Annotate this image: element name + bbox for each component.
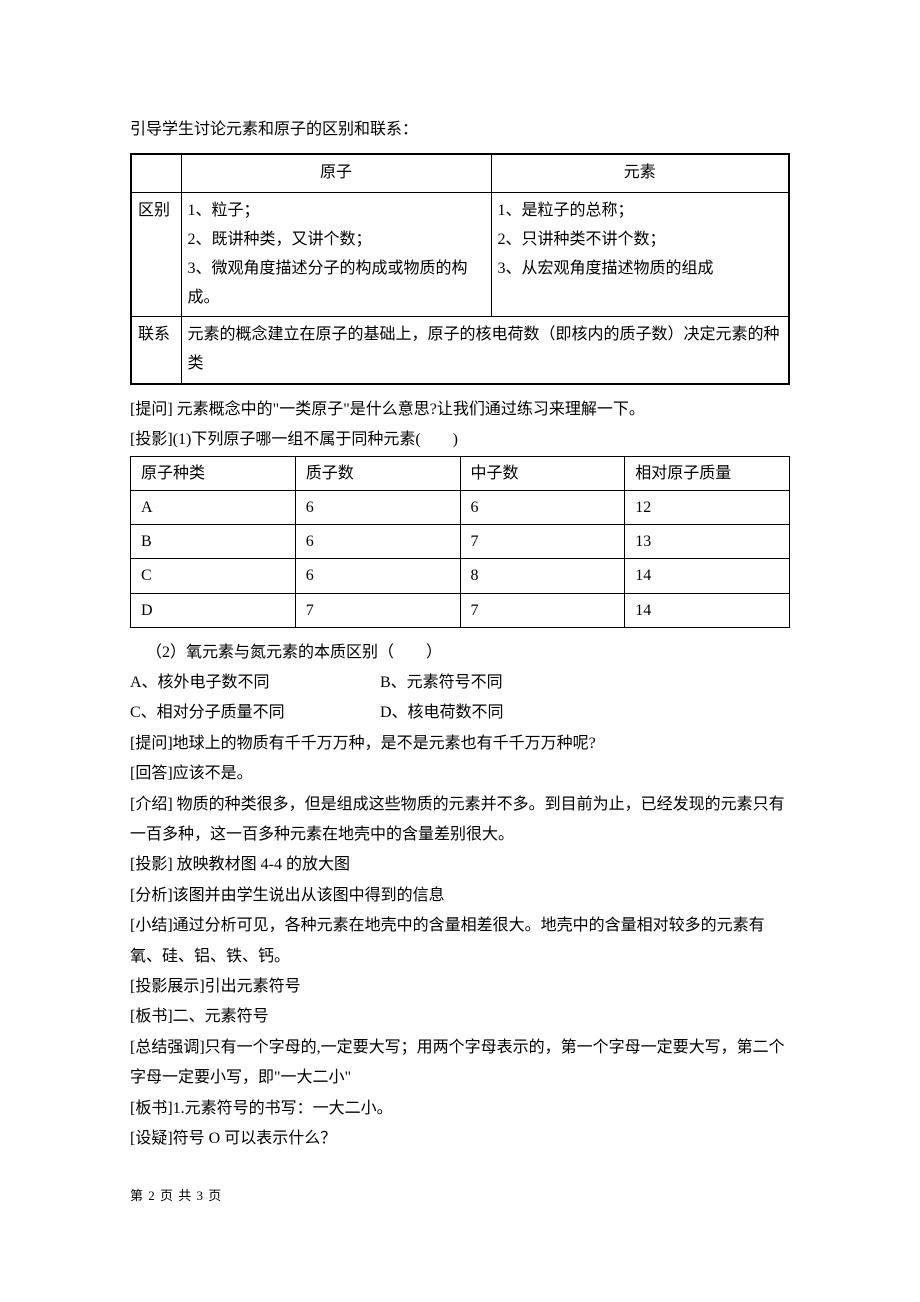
header-element: 元素 xyxy=(491,154,789,192)
cell: 6 xyxy=(295,525,460,559)
intro-text: 引导学生讨论元素和原子的区别和联系： xyxy=(130,115,790,145)
page-footer: 第 2 页 共 3 页 xyxy=(130,1184,790,1209)
col-neutron: 中子数 xyxy=(460,456,625,490)
table-row: 联系 元素的概念建立在原子的基础上，原子的核电荷数（即核内的质子数）决定元素的种… xyxy=(131,317,789,384)
col-proton: 质子数 xyxy=(295,456,460,490)
options-row1: A、核外电子数不同 B、元素符号不同 xyxy=(130,668,790,698)
cell: 14 xyxy=(625,559,790,593)
cell: 7 xyxy=(295,593,460,627)
body-line: [投影展示]引出元素符号 xyxy=(130,972,790,1002)
option-a: A、核外电子数不同 xyxy=(130,668,380,698)
table-header-row: 原子 元素 xyxy=(131,154,789,192)
atom-data-table: 原子种类 质子数 中子数 相对原子质量 A 6 6 12 B 6 7 13 C … xyxy=(130,456,790,628)
body-line: [提问]地球上的物质有千千万万种，是不是元素也有千千万万种呢? xyxy=(130,729,790,759)
cell: B xyxy=(131,525,296,559)
cell: D xyxy=(131,593,296,627)
table-row: 区别 1、粒子； 2、既讲种类，又讲个数； 3、微观角度描述分子的构成或物质的构… xyxy=(131,193,789,317)
question-2: [投影](1)下列原子哪一组不属于同种元素( ) xyxy=(130,425,790,455)
option-c: C、相对分子质量不同 xyxy=(130,698,380,728)
table-row: B 6 7 13 xyxy=(131,525,790,559)
body-line: [板书]二、元素符号 xyxy=(130,1002,790,1032)
body-line: [回答]应该不是。 xyxy=(130,759,790,789)
cell: A xyxy=(131,490,296,524)
table-row: C 6 8 14 xyxy=(131,559,790,593)
cell: 13 xyxy=(625,525,790,559)
diff-label: 区别 xyxy=(131,193,181,317)
option-d: D、核电荷数不同 xyxy=(380,698,504,728)
cell: 6 xyxy=(295,559,460,593)
table-header-row: 原子种类 质子数 中子数 相对原子质量 xyxy=(131,456,790,490)
header-blank xyxy=(131,154,181,192)
rel-label: 联系 xyxy=(131,317,181,384)
cell: 6 xyxy=(460,490,625,524)
options-row2: C、相对分子质量不同 D、核电荷数不同 xyxy=(130,698,790,728)
cell: 7 xyxy=(460,593,625,627)
diff-element: 1、是粒子的总称； 2、只讲种类不讲个数； 3、从宏观角度描述物质的组成 xyxy=(491,193,789,317)
cell: 6 xyxy=(295,490,460,524)
col-kind: 原子种类 xyxy=(131,456,296,490)
question-1: [提问] 元素概念中的"一类原子"是什么意思?让我们通过练习来理解一下。 xyxy=(130,395,790,425)
rel-content: 元素的概念建立在原子的基础上，原子的核电荷数（即核内的质子数）决定元素的种类 xyxy=(181,317,789,384)
cell: 14 xyxy=(625,593,790,627)
body-line: [分析]该图并由学生说出从该图中得到的信息 xyxy=(130,881,790,911)
body-line: [介绍] 物质的种类很多，但是组成这些物质的元素并不多。到目前为止，已经发现的元… xyxy=(130,790,790,851)
col-mass: 相对原子质量 xyxy=(625,456,790,490)
diff-atom: 1、粒子； 2、既讲种类，又讲个数； 3、微观角度描述分子的构成或物质的构成。 xyxy=(181,193,491,317)
body-line: [总结强调]只有一个字母的,一定要大写；用两个字母表示的，第一个字母一定要大写，… xyxy=(130,1033,790,1094)
table-row: A 6 6 12 xyxy=(131,490,790,524)
cell: 8 xyxy=(460,559,625,593)
cell: 12 xyxy=(625,490,790,524)
header-atom: 原子 xyxy=(181,154,491,192)
question-3: （2）氧元素与氮元素的本质区别（ ） xyxy=(130,638,790,668)
cell: 7 xyxy=(460,525,625,559)
body-line: [设疑]符号 O 可以表示什么？ xyxy=(130,1124,790,1154)
option-b: B、元素符号不同 xyxy=(380,668,503,698)
body-line: [投影] 放映教材图 4-4 的放大图 xyxy=(130,850,790,880)
body-line: [板书]1.元素符号的书写：一大二小。 xyxy=(130,1094,790,1124)
table-row: D 7 7 14 xyxy=(131,593,790,627)
cell: C xyxy=(131,559,296,593)
body-line: [小结]通过分析可见，各种元素在地壳中的含量相差很大。地壳中的含量相对较多的元素… xyxy=(130,911,790,972)
comparison-table: 原子 元素 区别 1、粒子； 2、既讲种类，又讲个数； 3、微观角度描述分子的构… xyxy=(130,153,790,385)
